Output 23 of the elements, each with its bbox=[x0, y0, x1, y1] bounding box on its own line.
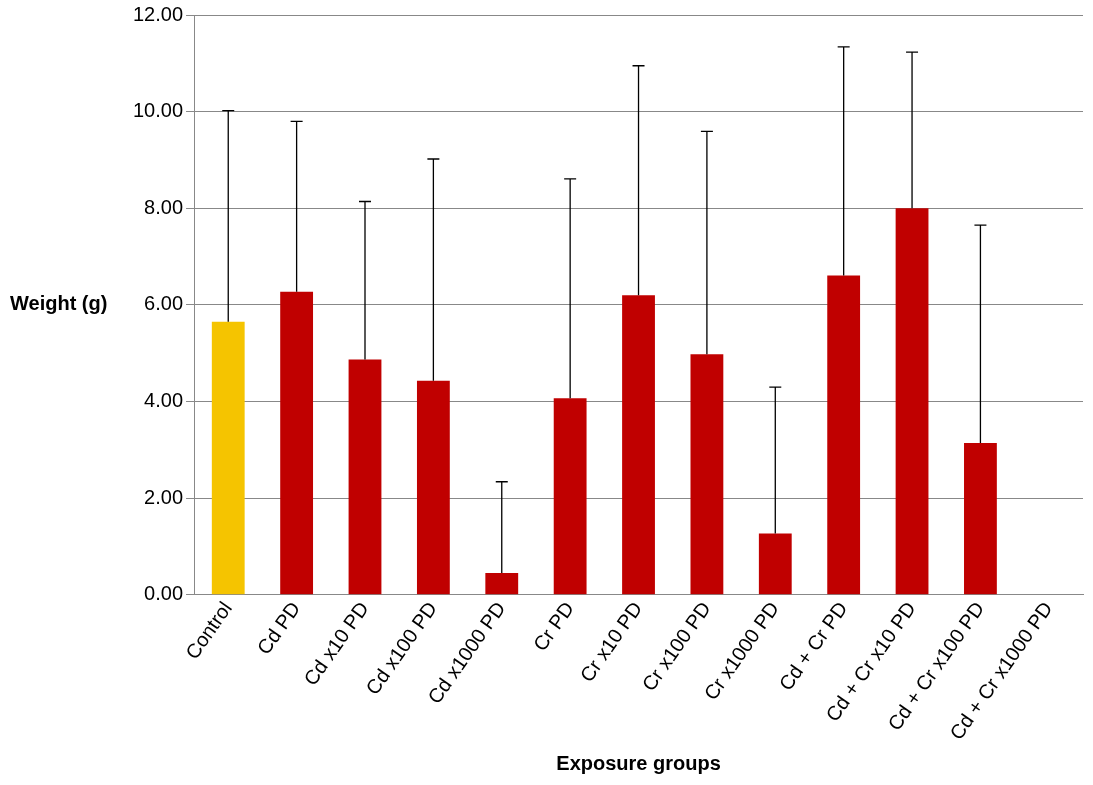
x-tick-label: Cd PD bbox=[252, 597, 305, 659]
bar bbox=[622, 295, 655, 595]
bar bbox=[553, 398, 587, 595]
bar bbox=[280, 291, 314, 595]
y-tick-label: 6.00 bbox=[144, 292, 184, 315]
x-tick-label: Cr PD bbox=[528, 597, 578, 655]
bar bbox=[690, 354, 724, 595]
bar bbox=[758, 533, 792, 595]
y-tick-label: 10.00 bbox=[132, 99, 184, 122]
bar bbox=[211, 321, 245, 595]
y-tick-label: 8.00 bbox=[144, 195, 184, 218]
y-tick-label: 12.00 bbox=[132, 2, 184, 25]
y-tick-label: 2.00 bbox=[144, 485, 184, 508]
x-axis-title: Exposure groups bbox=[556, 751, 721, 774]
bar bbox=[416, 380, 450, 595]
bar bbox=[827, 275, 861, 595]
bar bbox=[964, 443, 997, 595]
y-tick-label: 0.00 bbox=[144, 582, 184, 605]
bar bbox=[348, 359, 382, 595]
y-axis-title: Weight (g) bbox=[10, 292, 108, 315]
y-tick-label: 4.00 bbox=[144, 389, 184, 412]
bar bbox=[485, 573, 519, 595]
bar bbox=[895, 208, 929, 595]
